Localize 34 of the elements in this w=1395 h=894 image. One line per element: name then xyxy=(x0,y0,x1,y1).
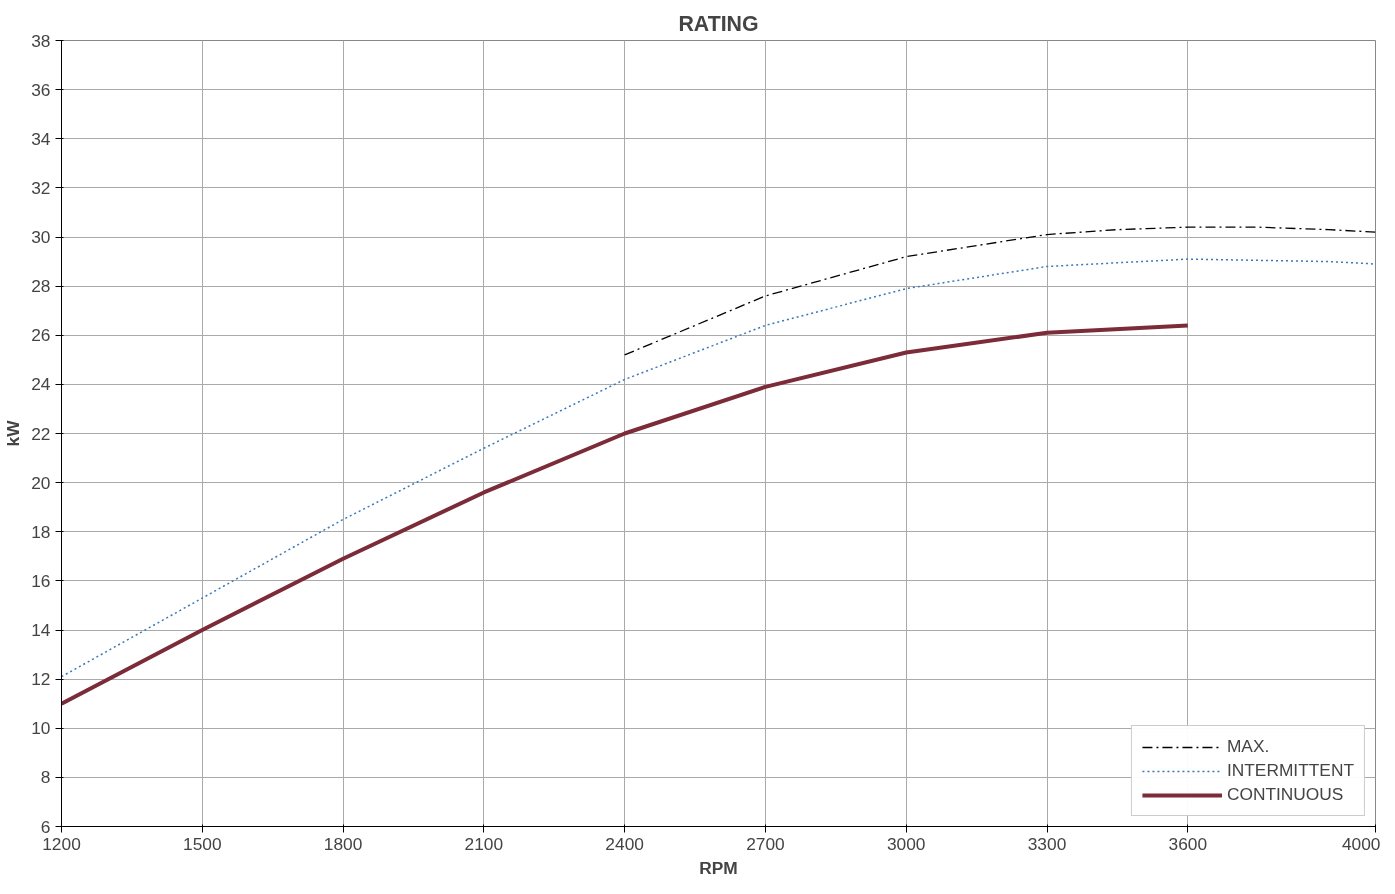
y-axis-title: kW xyxy=(3,419,24,447)
x-tick-label: 1500 xyxy=(183,833,222,854)
y-tick-label: 32 xyxy=(31,177,51,198)
y-tick-label: 18 xyxy=(31,521,51,542)
line-series xyxy=(623,226,1376,356)
y-tick-label: 20 xyxy=(31,472,51,493)
x-axis-title: RPM xyxy=(699,857,738,878)
line-series xyxy=(61,323,1190,706)
y-tick-label: 10 xyxy=(31,718,51,739)
x-tick-label: 3300 xyxy=(1027,833,1067,854)
y-tick-label: 8 xyxy=(40,767,51,788)
y-tick-label: 12 xyxy=(31,669,51,690)
legend-label: MAX. xyxy=(1226,736,1270,757)
x-tick-label: 2100 xyxy=(464,833,504,854)
line-series xyxy=(61,258,1376,678)
x-tick-label: 1800 xyxy=(323,833,363,854)
legend-label: CONTINUOUS xyxy=(1226,784,1344,805)
legend-label: INTERMITTENT xyxy=(1226,760,1354,781)
y-tick-label: 30 xyxy=(31,227,51,247)
y-tick-label: 34 xyxy=(31,128,51,149)
x-tick-label: 4000 xyxy=(1341,833,1381,854)
x-tick-label: 3000 xyxy=(886,833,926,854)
y-tick-label: 26 xyxy=(31,325,51,346)
y-tick-label: 36 xyxy=(31,79,51,100)
y-tick-label: 16 xyxy=(31,570,51,591)
x-tick-label: 2700 xyxy=(746,833,785,854)
y-tick-label: 24 xyxy=(31,374,51,395)
x-tick-label: 2400 xyxy=(605,833,644,854)
x-tick-label: 3600 xyxy=(1168,833,1208,854)
chart-title: RATING xyxy=(678,11,759,36)
y-tick-label: 22 xyxy=(31,423,51,444)
y-tick-label: 14 xyxy=(31,620,51,640)
y-tick-label: 28 xyxy=(31,276,51,297)
y-tick-label: 38 xyxy=(31,30,51,51)
